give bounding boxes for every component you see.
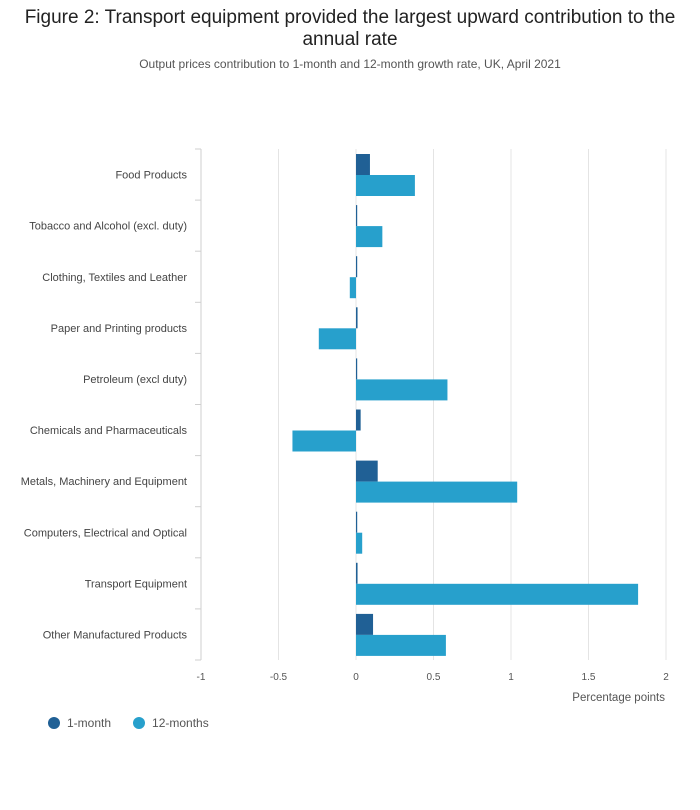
category-label: Paper and Printing products [51,323,188,335]
bar-12-months [356,175,415,196]
x-tick-label: 0.5 [427,672,441,683]
bar-12-months [292,430,356,452]
category-label: Tobacco and Alcohol (excl. duty) [29,221,187,233]
legend-label-12-months: 12-months [152,716,209,730]
x-tick-label: 1.5 [582,672,596,683]
category-label: Clothing, Textiles and Leather [42,272,187,284]
x-tick-label: -0.5 [270,672,288,683]
bar-1-month [356,307,358,329]
bar-1-month [356,409,361,431]
bar-12-months [356,226,383,248]
legend-swatch-1-month [48,717,60,729]
bar-12-months [356,634,446,656]
bar-1-month [356,511,358,533]
legend-item-1-month[interactable]: 1-month [48,716,111,730]
bar-1-month [356,358,358,380]
category-label: Food Products [115,170,187,182]
bar-1-month [356,205,358,227]
legend-swatch-12-months [133,717,146,729]
bar-12-months [349,277,356,299]
bar-1-month [356,256,358,278]
x-tick-label: 1 [508,672,514,683]
bar-12-months [356,532,363,554]
category-label: Petroleum (excl duty) [83,374,187,386]
category-label: Other Manufactured Products [43,629,188,641]
category-label: Transport Equipment [85,578,187,590]
bar-12-months [356,583,639,605]
category-label: Computers, Electrical and Optical [24,527,187,539]
x-tick-label: 0 [353,672,359,683]
x-axis-title: Percentage points [572,692,665,704]
category-label: Chemicals and Pharmaceuticals [30,425,188,437]
chart-title: Figure 2: Transport equipment provided t… [24,7,676,50]
legend-item-12-months[interactable]: 12-months [133,716,209,730]
category-label: Metals, Machinery and Equipment [21,476,187,488]
bar-12-months [356,481,518,503]
bar-12-months [318,328,356,350]
chart-subtitle: Output prices contribution to 1-month an… [139,57,561,71]
x-tick-label: -1 [197,672,206,683]
legend-label-1-month: 1-month [67,716,112,730]
bar-1-month [356,613,374,635]
bar-1-month [356,154,370,175]
legend: 1-month 12-months [48,716,209,730]
x-tick-label: 2 [663,672,669,683]
bar-12-months [356,379,448,401]
bar-1-month [356,460,378,482]
bar-1-month [356,562,358,584]
